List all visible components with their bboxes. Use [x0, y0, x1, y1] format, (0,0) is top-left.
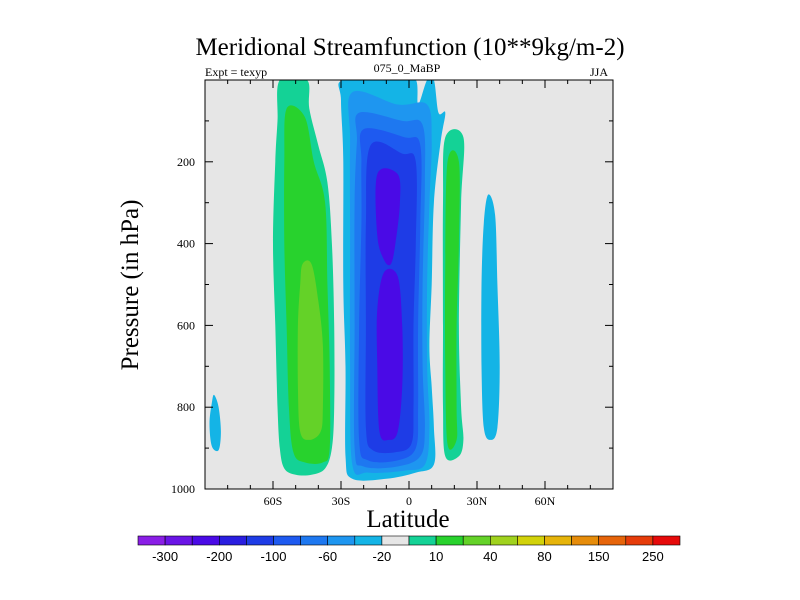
colorbar-swatch	[164, 535, 193, 546]
colorbar-swatch	[435, 535, 464, 546]
colorbar-swatch	[625, 535, 654, 546]
colorbar-label: -300	[152, 549, 178, 564]
colorbar-swatch	[219, 535, 247, 546]
colorbar-swatch	[598, 535, 627, 546]
colorbar-swatch	[381, 535, 410, 546]
x-tick-label: 30S	[332, 494, 351, 508]
colorbar-label: 10	[429, 549, 443, 564]
colorbar-label: 80	[537, 549, 551, 564]
x-tick-label: 60S	[264, 494, 283, 508]
colorbar-swatch	[544, 535, 572, 546]
chart-title: Meridional Streamfunction (10**9kg/m-2)	[195, 34, 624, 61]
colorbar-label: -60	[318, 549, 337, 564]
colorbar-swatch	[327, 535, 356, 546]
season-label: JJA	[590, 65, 608, 79]
colorbar-swatch	[300, 535, 329, 546]
colorbar-swatch	[273, 535, 301, 546]
contour-region-13	[481, 194, 500, 440]
y-tick-label: 600	[177, 318, 195, 332]
colorbar-swatch	[462, 535, 491, 546]
colorbar-swatch	[571, 535, 599, 546]
colorbar-swatch	[137, 535, 166, 546]
contour-region-0	[209, 394, 221, 452]
y-axis-title: Pressure (in hPa)	[117, 200, 144, 371]
colorbar-label: 150	[588, 549, 610, 564]
x-axis-title: Latitude	[366, 506, 449, 533]
contour-layer	[209, 80, 500, 481]
experiment-label: Expt = texyp	[205, 65, 267, 79]
colorbar-swatch	[408, 535, 437, 546]
colorbar-swatch	[652, 535, 681, 546]
contour-region-12	[445, 150, 460, 450]
y-tick-label: 200	[177, 155, 195, 169]
contour-plot	[204, 79, 614, 490]
colorbar-swatch	[489, 535, 518, 546]
y-tick-label: 800	[177, 400, 195, 414]
y-axis: 200 400 600 800 1000	[171, 120, 613, 496]
contour-region-3	[297, 260, 324, 440]
colorbar-swatch	[246, 535, 274, 546]
colorbar-label: -100	[260, 549, 286, 564]
contour-region-9	[375, 168, 401, 266]
x-tick-label: 0	[406, 494, 412, 508]
colorbar: -300 -200 -100 -60 -20 10 40 80 150 250	[137, 535, 681, 564]
x-axis: 60S 30S 0 30N 60N	[227, 80, 591, 508]
colorbar-label: -20	[373, 549, 392, 564]
colorbar-label: 250	[642, 549, 664, 564]
colorbar-swatch	[354, 535, 383, 546]
colorbar-label: 40	[483, 549, 497, 564]
run-label: 075_0_MaBP	[374, 61, 441, 75]
contour-region-10	[376, 268, 403, 441]
y-tick-label: 400	[177, 237, 195, 251]
colorbar-swatch	[517, 535, 545, 546]
colorbar-label: -200	[206, 549, 232, 564]
x-tick-label: 60N	[535, 494, 556, 508]
colorbar-swatch	[191, 535, 220, 546]
y-tick-label: 1000	[171, 482, 195, 496]
x-tick-label: 30N	[467, 494, 488, 508]
